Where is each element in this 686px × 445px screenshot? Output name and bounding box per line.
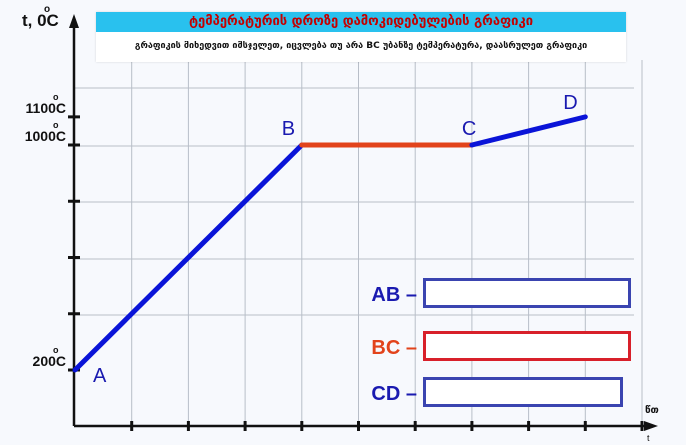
answer-row-ab: AB –	[345, 278, 645, 314]
y-axis-degree-mark: o	[44, 4, 50, 15]
y-axis-label: t, 0C	[22, 11, 59, 30]
point-label-c: C	[462, 118, 476, 140]
series-line-ab	[72, 142, 305, 373]
degree-mark-1100: o	[53, 92, 59, 102]
answer-row-cd: CD –	[345, 377, 645, 413]
answer-label-cd: CD –	[371, 383, 417, 405]
point-label-b: B	[282, 118, 295, 140]
y-tick-label-1000: 1000C	[25, 128, 66, 144]
chart-title: ტემპერატურის დროზე დამოკიდებულების გრაფი…	[96, 12, 626, 32]
header-banner: ტემპერატურის დროზე დამოკიდებულების გრაფი…	[96, 12, 626, 62]
series-line-cd	[469, 114, 588, 148]
instruction-text: გრაფიკის მიხედვით იმსჯელეთ, იცვლება თუ ა…	[134, 41, 588, 51]
y-tick-label-200: 200C	[33, 353, 66, 369]
answer-box-bc[interactable]	[423, 331, 631, 361]
answer-label-bc: BC –	[371, 337, 417, 359]
x-axis-arrow	[644, 421, 658, 431]
y-tick-label-1100: 1100C	[26, 100, 66, 116]
answer-box-ab[interactable]	[423, 278, 631, 308]
answer-box-cd[interactable]	[423, 377, 623, 407]
answer-label-ab: AB –	[371, 284, 417, 306]
point-label-a: A	[93, 365, 107, 387]
degree-mark-1000: o	[53, 120, 59, 130]
y-axis-arrow	[69, 14, 79, 28]
point-label-d: D	[563, 92, 577, 114]
degree-mark-200: o	[53, 345, 59, 355]
answer-row-bc: BC –	[345, 331, 645, 367]
x-axis-label: წთ	[645, 404, 659, 416]
x-axis-end-label: t	[647, 433, 650, 443]
